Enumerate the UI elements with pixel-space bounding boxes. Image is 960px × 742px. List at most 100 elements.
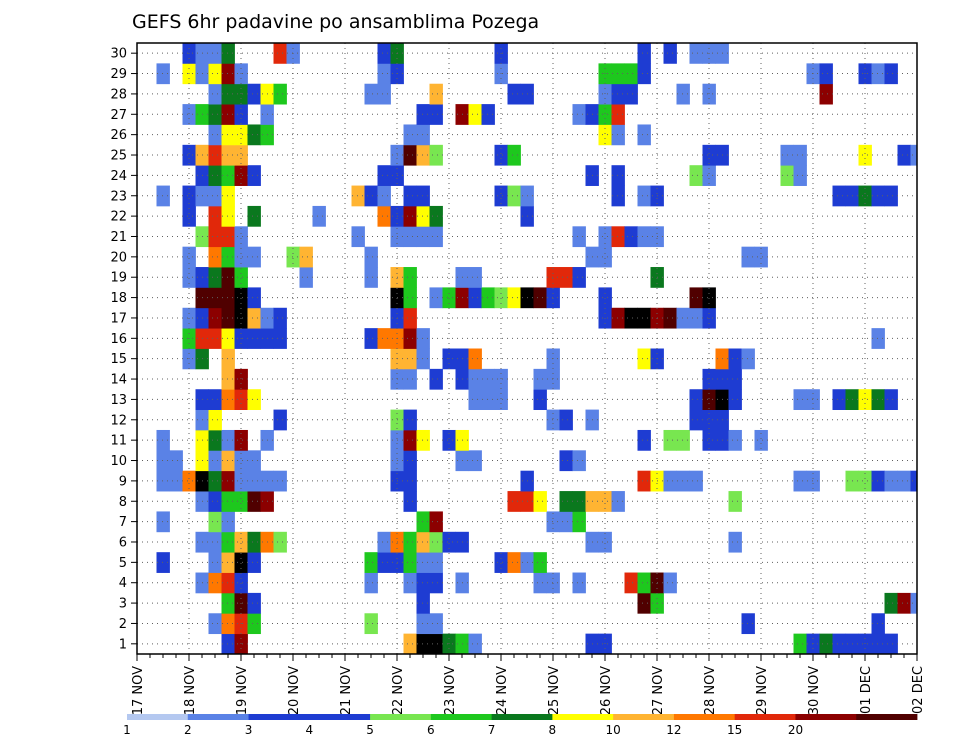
heatmap-cell	[481, 389, 495, 410]
heatmap-cell	[169, 450, 183, 472]
heatmap-cell	[234, 389, 248, 410]
heatmap-cell	[884, 63, 898, 85]
heatmap-cell	[754, 246, 768, 268]
x-tick-label: 21 NOV	[339, 666, 354, 715]
x-tick-label: 29 NOV	[755, 666, 770, 715]
heatmap-cell	[507, 185, 521, 207]
heatmap-cell	[624, 572, 638, 594]
heatmap-cell	[234, 450, 248, 472]
y-tick-label: 26	[110, 128, 127, 143]
heatmap-cell	[793, 389, 807, 410]
heatmap-cell	[403, 205, 417, 227]
heatmap-cell	[416, 531, 430, 553]
grid-lines	[137, 43, 917, 654]
y-tick-label: 12	[110, 413, 127, 428]
heatmap-cell	[663, 307, 677, 329]
y-tick-label: 4	[119, 576, 127, 591]
colorbar-swatch	[552, 714, 614, 720]
heatmap-cell	[403, 409, 417, 431]
heatmap-cell	[559, 491, 573, 512]
heatmap-cell	[377, 43, 391, 64]
heatmap-cell	[416, 592, 430, 614]
y-tick-label: 29	[110, 67, 127, 82]
heatmap-cell	[156, 552, 170, 573]
heatmap-cell	[468, 389, 482, 410]
heatmap-cell	[598, 104, 612, 125]
heatmap-cell	[234, 246, 248, 268]
heatmap-cell	[221, 368, 235, 390]
heatmap-cell	[221, 552, 235, 573]
heatmap-cell	[468, 633, 482, 655]
heatmap-cell	[221, 307, 235, 329]
heatmap-cell	[234, 531, 248, 553]
heatmap-cell	[481, 287, 495, 309]
colorbar-label: 5	[366, 723, 374, 737]
heatmap-cell	[208, 104, 222, 125]
heatmap-cell	[221, 531, 235, 553]
heatmap-cell	[559, 511, 573, 533]
heatmap-cell	[598, 246, 612, 268]
heatmap-cell	[637, 43, 651, 64]
heatmap-cell	[663, 470, 677, 492]
heatmap-cell	[156, 63, 170, 85]
heatmap-cell	[208, 267, 222, 288]
heatmap-cell	[221, 592, 235, 614]
heatmap-cell	[429, 633, 443, 655]
heatmap-cell	[689, 409, 703, 431]
heatmap-cell	[533, 491, 547, 512]
heatmap-cell	[624, 226, 638, 248]
heatmap-cell	[221, 450, 235, 472]
heatmap-cell	[429, 287, 443, 309]
heatmap-cell	[689, 43, 703, 64]
heatmap-cell	[598, 124, 612, 146]
heatmap-cell	[702, 368, 716, 390]
heatmap-cell	[247, 328, 261, 349]
colorbar-label: 4	[305, 723, 313, 737]
heatmap-cell	[156, 511, 170, 533]
heatmap-cell	[624, 307, 638, 329]
heatmap-cell	[637, 124, 651, 146]
heatmap-cell	[247, 307, 261, 329]
heatmap-cell	[221, 572, 235, 594]
heatmap-cell	[364, 83, 378, 105]
heatmap-cell	[559, 409, 573, 431]
heatmap-cell	[377, 83, 391, 105]
heatmap-cell	[728, 531, 742, 553]
heatmap-cell	[611, 124, 625, 146]
heatmap-cell	[234, 124, 248, 146]
heatmap-cell	[208, 124, 222, 146]
heatmap-cell	[299, 267, 313, 288]
heatmap-cell	[234, 368, 248, 390]
heatmap-cell	[533, 287, 547, 309]
heatmap-cell	[598, 83, 612, 105]
heatmap-cell	[221, 287, 235, 309]
heatmap-cell	[208, 246, 222, 268]
heatmap-cell	[468, 104, 482, 125]
heatmap-cell	[403, 368, 417, 390]
heatmap-cell	[273, 307, 287, 329]
heatmap-cell	[364, 328, 378, 349]
heatmap-cell	[468, 368, 482, 390]
heatmap-cell	[663, 43, 677, 64]
y-tick-label: 17	[110, 311, 127, 326]
heatmap-cell	[598, 491, 612, 512]
x-tick-label: 27 NOV	[651, 666, 666, 715]
heatmap-cell	[702, 409, 716, 431]
heatmap-cell	[247, 124, 261, 146]
heatmap-cell	[806, 633, 820, 655]
heatmap-cell	[208, 450, 222, 472]
heatmap-cell	[416, 185, 430, 207]
heatmap-cell	[403, 328, 417, 349]
y-tick-label: 24	[110, 169, 127, 184]
heatmap-cell	[507, 552, 521, 573]
x-tick-label: 28 NOV	[703, 666, 718, 715]
heatmap-cell	[403, 307, 417, 329]
heatmap-cell	[416, 328, 430, 349]
heatmap-cell	[273, 328, 287, 349]
heatmap-cell	[806, 470, 820, 492]
heatmap-cell	[403, 633, 417, 655]
heatmap-cell	[546, 511, 560, 533]
y-tick-label: 11	[110, 434, 127, 449]
heatmap-cell	[234, 104, 248, 125]
